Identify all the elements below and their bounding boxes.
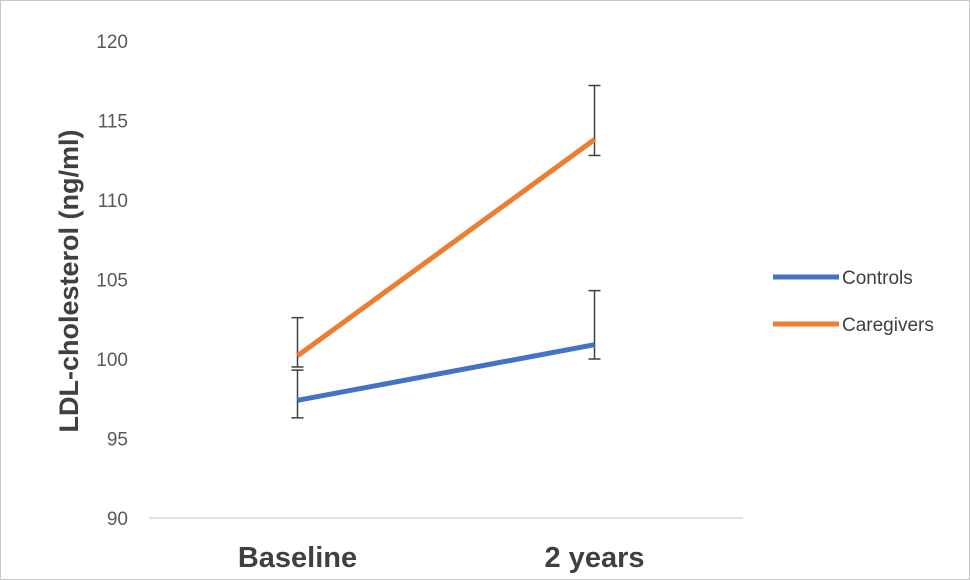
- y-tick-label: 90: [107, 509, 128, 530]
- legend: Controls Caregivers: [773, 268, 934, 336]
- series-caregivers: [291, 84, 601, 368]
- legend-item: Caregivers: [773, 315, 934, 336]
- legend-item: Controls: [773, 268, 913, 289]
- y-tick-label: 100: [96, 350, 128, 371]
- y-axis-ticks: 90 95 100 105 110 115 120: [96, 32, 128, 530]
- series-line: [297, 342, 595, 403]
- legend-label: Controls: [842, 268, 913, 289]
- y-axis-title: LDL-cholesterol (ng/ml): [54, 130, 84, 433]
- x-tick-label: Baseline: [238, 542, 357, 574]
- y-tick-label: 115: [98, 112, 128, 133]
- series-layer: [291, 84, 601, 419]
- y-tick-label: 110: [98, 191, 128, 212]
- x-axis-labels: Baseline 2 years: [238, 542, 645, 574]
- y-tick-label: 105: [96, 271, 128, 292]
- series-line: [296, 137, 596, 358]
- y-tick-label: 120: [96, 32, 128, 53]
- series-controls: [291, 289, 601, 419]
- x-tick-label: 2 years: [545, 542, 645, 574]
- legend-label: Caregivers: [842, 315, 934, 336]
- y-tick-label: 95: [107, 430, 128, 451]
